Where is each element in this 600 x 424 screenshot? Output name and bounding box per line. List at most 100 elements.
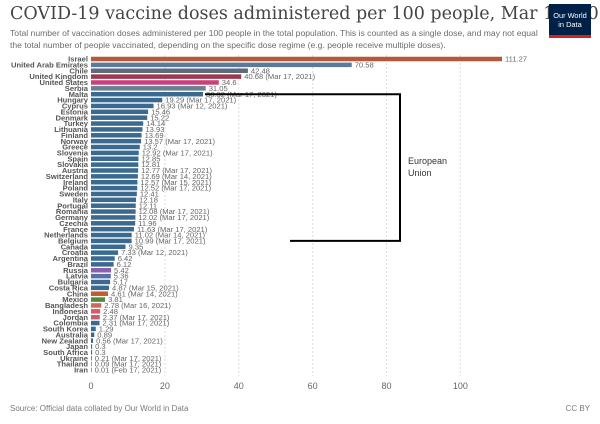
owid-logo[interactable]: Our World in Data — [549, 4, 591, 38]
bar — [91, 297, 106, 302]
value-label: 40.68 (Mar 17, 2021) — [244, 72, 315, 81]
bar-chart: Israel 111.27 United Arab Emirates 70.58 Chi… — [11, 55, 527, 391]
category-label: Romania — [56, 207, 89, 216]
category-label: Latvia — [66, 272, 89, 281]
category-label: Japan — [66, 342, 88, 351]
category-label: Serbia — [65, 84, 89, 93]
value-label: 14.14 — [146, 119, 165, 128]
category-label: Bulgaria — [58, 278, 89, 287]
category-label: Australia — [56, 330, 89, 339]
value-label: 16.93 (Mar 12, 2021) — [157, 102, 228, 111]
bar — [91, 244, 126, 250]
category-label: United States — [39, 78, 88, 87]
category-label: France — [63, 225, 88, 234]
bar — [91, 56, 502, 62]
category-label: Indonesia — [53, 307, 89, 316]
bar — [91, 138, 142, 144]
chart-subtitle: Total number of vaccination doses admini… — [10, 28, 538, 50]
bar — [91, 185, 138, 191]
value-label: 12.08 (Mar 17, 2021) — [139, 207, 210, 216]
bar — [91, 350, 93, 355]
bar — [91, 115, 148, 120]
bar — [91, 97, 163, 103]
value-label: 12.11 — [139, 201, 157, 210]
value-label: 19.29 (Mar 17, 2021) — [165, 96, 236, 105]
eu-annotation: European Union — [204, 93, 447, 242]
x-axis: 0 20 40 60 80 100 — [88, 381, 467, 391]
value-label: 12.92 (Mar 17, 2021) — [142, 148, 213, 157]
gridlines — [164, 55, 461, 376]
bar — [91, 203, 136, 208]
bar — [91, 326, 96, 332]
category-label: Thailand — [57, 360, 89, 369]
bar — [91, 303, 102, 308]
value-label: 0.09 (Mar 17, 2021) — [95, 360, 162, 369]
value-label: 111.27 — [505, 55, 527, 64]
bar — [91, 309, 101, 314]
category-label: Cyprus — [62, 102, 88, 111]
category-label: Croatia — [62, 248, 89, 257]
category-label: South Africa — [43, 348, 89, 357]
bar — [91, 267, 112, 273]
x-tick-label: 0 — [88, 381, 93, 391]
bar — [91, 179, 138, 185]
x-tick-label: 80 — [381, 381, 391, 391]
value-label: 5.36 — [114, 272, 129, 281]
value-label: 13.2 — [143, 143, 158, 152]
category-label: New Zealand — [42, 336, 89, 345]
value-label: 2.37 (Mar 17, 2021) — [103, 313, 170, 322]
bar — [91, 238, 132, 244]
category-label: Brazil — [67, 260, 88, 269]
bar — [91, 338, 94, 343]
category-label: Hungary — [57, 96, 89, 105]
source-note[interactable]: Source: Official data collated by Our Wo… — [10, 404, 189, 413]
category-label: Ukraine — [60, 354, 88, 363]
category-label: Iran — [74, 366, 88, 375]
value-label: 7.33 (Mar 12, 2021) — [121, 248, 188, 257]
category-label: Austria — [62, 166, 89, 175]
bar — [91, 156, 139, 162]
value-label: 11.96 — [138, 219, 156, 228]
value-label: 0.56 (Mar 17, 2021) — [96, 336, 163, 345]
eu-label-line1: European — [408, 156, 447, 166]
bar — [91, 68, 248, 73]
value-label: 70.58 — [355, 60, 374, 69]
category-label: Greece — [62, 143, 88, 152]
bar — [91, 256, 115, 261]
bars: Israel 111.27 United Arab Emirates 70.58 Chi… — [11, 55, 527, 375]
category-label: Jordan — [63, 313, 89, 322]
bar — [91, 226, 134, 232]
category-label: Germany — [55, 213, 89, 222]
value-label: 13.69 — [145, 131, 164, 140]
license-link[interactable]: CC BY — [565, 404, 590, 413]
value-label: 42.48 — [251, 66, 270, 75]
bar — [91, 314, 100, 320]
category-label: Slovakia — [57, 160, 89, 169]
value-label: 1.29 — [99, 325, 114, 334]
bar — [91, 250, 119, 255]
category-label: Russia — [63, 266, 89, 275]
category-label: Norway — [61, 137, 89, 146]
bar — [91, 191, 137, 197]
category-label: Bangladesh — [45, 301, 88, 310]
bar — [91, 150, 139, 156]
bar — [91, 221, 136, 226]
category-label: Argentina — [53, 254, 89, 263]
bar — [91, 133, 142, 138]
category-label: Poland — [63, 184, 89, 193]
bar — [91, 273, 111, 279]
value-label: 0.21 (Mar 17, 2021) — [95, 354, 162, 363]
x-tick-label: 40 — [234, 381, 244, 391]
category-label: Italy — [73, 195, 89, 204]
bar — [91, 344, 93, 349]
value-label: 12.52 (Mar 17, 2021) — [140, 184, 211, 193]
value-label: 6.12 — [117, 260, 132, 269]
category-label: South Korea — [43, 325, 89, 334]
bar — [91, 291, 109, 296]
logo-line-2: in Data — [558, 20, 582, 29]
category-label: Costa Rica — [49, 283, 89, 292]
bar — [91, 197, 136, 203]
category-label: Turkey — [64, 119, 89, 128]
value-label: 15.22 — [150, 113, 169, 122]
value-label: 10.99 (Mar 17, 2021) — [135, 237, 206, 246]
